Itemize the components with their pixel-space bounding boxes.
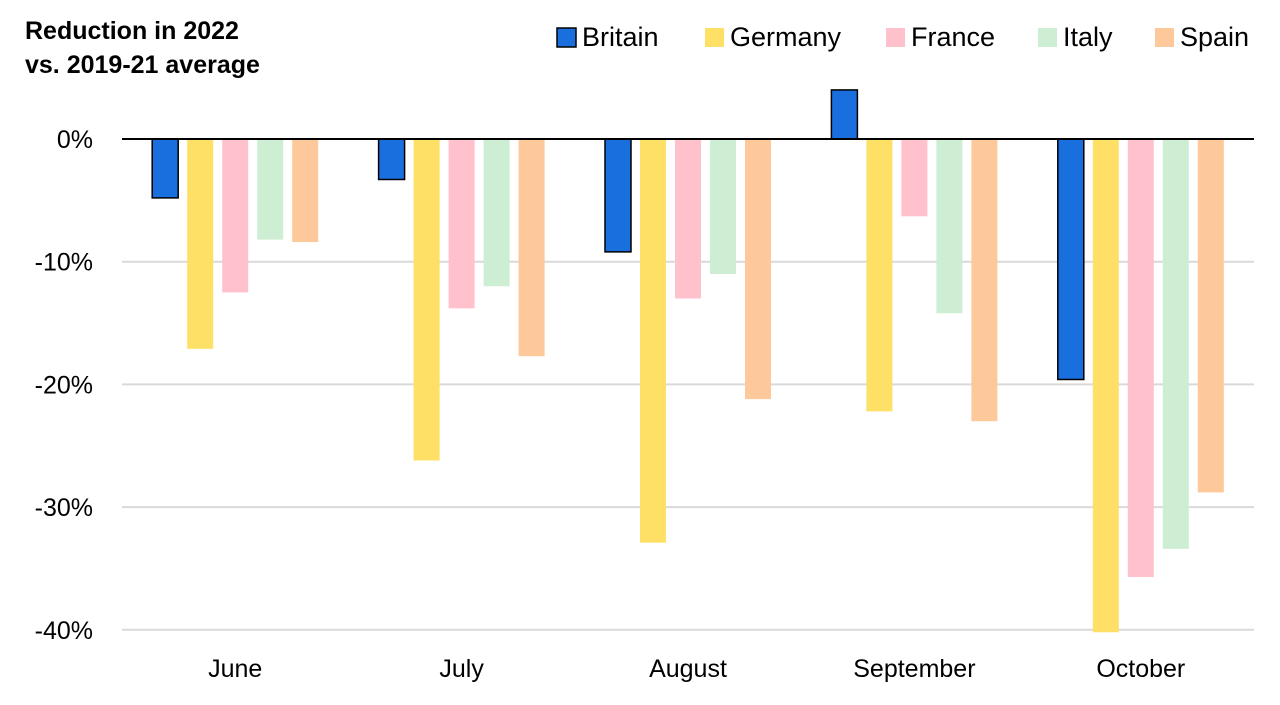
y-tick-label: -30% <box>35 494 93 522</box>
legend-label-britain: Britain <box>582 22 659 52</box>
bar-spain-september <box>971 139 998 422</box>
bar-france-august <box>675 139 701 299</box>
bar-germany-july <box>413 139 440 461</box>
legend-swatch-italy <box>1038 28 1057 47</box>
bar-germany-october <box>1092 139 1119 633</box>
y-tick-label: -40% <box>35 617 93 645</box>
bar-italy-september <box>936 139 963 314</box>
x-tick-label-june: June <box>208 655 262 683</box>
x-tick-label-july: July <box>439 655 484 683</box>
bar-france-october <box>1127 139 1154 578</box>
bar-spain-august <box>745 139 771 400</box>
bar-spain-july <box>518 139 545 357</box>
bars <box>151 89 1224 633</box>
bar-britain-september <box>830 89 859 140</box>
legend-swatch-britain <box>556 27 577 48</box>
x-tick-label-october: October <box>1096 655 1185 683</box>
y-tick-label: -20% <box>35 371 93 399</box>
x-axis: June July August September October <box>208 655 1185 683</box>
legend-label-spain: Spain <box>1180 22 1249 52</box>
bar-france-september <box>901 139 928 217</box>
bar-germany-august <box>640 139 666 543</box>
legend-swatch-spain <box>1155 28 1174 47</box>
bar-germany-september <box>866 139 893 412</box>
legend-label-france: France <box>911 22 995 52</box>
bar-spain-june <box>292 139 319 243</box>
legend: Britain Germany France Italy Spain <box>556 22 1249 52</box>
bar-italy-june <box>257 139 284 240</box>
bar-france-july <box>448 139 475 309</box>
legend-label-germany: Germany <box>730 22 842 52</box>
bar-britain-july <box>377 138 406 181</box>
legend-label-italy: Italy <box>1063 22 1113 52</box>
x-tick-label-september: September <box>853 655 975 683</box>
bar-italy-july <box>483 139 510 287</box>
y-tick-label: 0% <box>57 126 93 154</box>
bar-italy-october <box>1162 139 1189 549</box>
bar-germany-june <box>187 139 214 349</box>
bar-france-june <box>222 139 249 293</box>
bar-spain-october <box>1197 139 1224 493</box>
bar-britain-june <box>151 138 179 199</box>
y-axis: 0% -10% -20% -30% -40% <box>35 126 93 645</box>
chart-title-line-1: Reduction in 2022 <box>25 17 239 45</box>
chart-title: Reduction in 2022 vs. 2019-21 average <box>25 17 260 79</box>
y-tick-label: -10% <box>35 249 93 277</box>
legend-swatch-germany <box>705 28 724 47</box>
bar-italy-august <box>710 139 736 274</box>
bar-britain-august <box>604 138 632 253</box>
chart-title-line-2: vs. 2019-21 average <box>25 51 260 79</box>
legend-swatch-france <box>886 28 905 47</box>
x-tick-label-august: August <box>649 655 727 683</box>
bar-britain-october <box>1057 138 1085 381</box>
